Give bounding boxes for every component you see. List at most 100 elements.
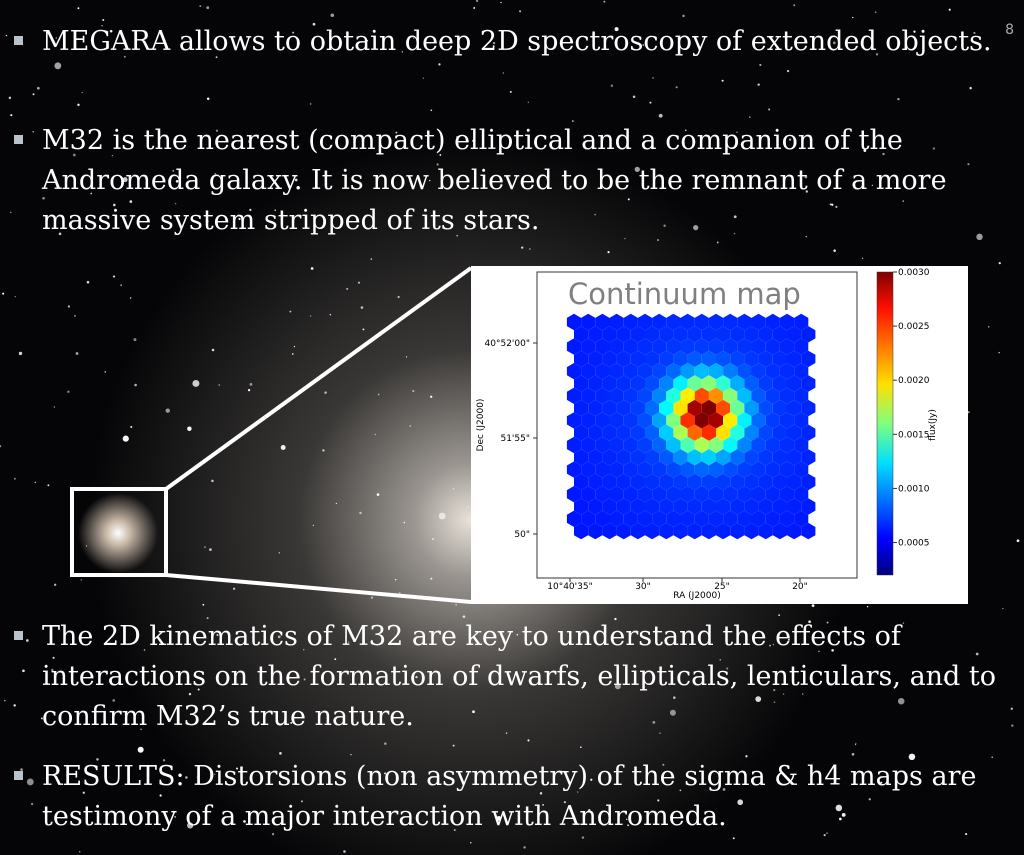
hex-cell xyxy=(680,363,695,380)
hex-cell xyxy=(765,363,780,380)
star xyxy=(832,41,836,45)
star xyxy=(470,841,472,844)
star xyxy=(787,638,790,641)
star xyxy=(902,200,905,202)
star xyxy=(415,675,418,679)
m32-galaxy xyxy=(78,493,158,573)
hex-cell xyxy=(708,313,724,331)
star xyxy=(1011,724,1014,727)
hex-cell xyxy=(574,473,589,491)
star xyxy=(22,669,25,673)
hex-cell xyxy=(666,486,681,503)
hex-cell xyxy=(730,399,745,417)
star xyxy=(52,656,55,659)
hex-cell xyxy=(588,350,603,368)
hex-cell xyxy=(602,375,617,392)
hex-cell xyxy=(595,387,610,404)
hex-cell xyxy=(751,412,766,429)
hex-cell xyxy=(772,473,787,491)
star xyxy=(377,393,380,396)
star xyxy=(745,755,748,758)
star xyxy=(835,205,838,209)
star xyxy=(235,767,239,770)
hex-cell xyxy=(680,313,695,331)
hex-cell xyxy=(645,522,660,540)
hex-cell xyxy=(758,326,773,343)
hex-cell xyxy=(737,313,752,331)
star xyxy=(500,1,502,4)
star xyxy=(335,502,337,505)
hex-cell xyxy=(609,486,624,503)
hex-cell xyxy=(794,363,809,380)
hex-cell xyxy=(581,313,596,331)
star xyxy=(998,351,1000,354)
star xyxy=(976,233,983,241)
hex-cell xyxy=(801,375,816,392)
star xyxy=(897,97,900,101)
hex-cell xyxy=(765,313,780,331)
star xyxy=(162,759,166,762)
star xyxy=(399,592,401,594)
hex-cell xyxy=(694,313,709,331)
hex-cell xyxy=(751,338,766,355)
hex-cell xyxy=(730,375,745,392)
star xyxy=(96,758,99,761)
hex-cell xyxy=(680,387,695,404)
hex-cell xyxy=(595,338,610,355)
hex-cell xyxy=(616,473,631,491)
hex-cell xyxy=(602,399,617,417)
hex-cell xyxy=(609,363,624,380)
star xyxy=(673,696,676,699)
star xyxy=(823,834,826,837)
hex-cell xyxy=(708,338,724,355)
star xyxy=(1016,539,1020,543)
star xyxy=(716,241,719,244)
hex-cell xyxy=(602,522,617,540)
hex-cell xyxy=(772,449,787,466)
star xyxy=(129,297,132,299)
hex-cell xyxy=(723,436,738,454)
hex-cell xyxy=(758,498,773,515)
star xyxy=(866,605,869,608)
star xyxy=(104,371,107,373)
hex-cell xyxy=(708,387,724,404)
hex-cell xyxy=(680,486,695,503)
colorbar-label: flux(Jy) xyxy=(928,409,938,441)
star xyxy=(215,56,218,59)
hex-cell xyxy=(581,486,596,503)
star xyxy=(455,603,457,606)
star xyxy=(429,180,431,182)
hex-cell xyxy=(687,326,702,343)
y-tick-label: 40°52'00" xyxy=(485,339,530,349)
hex-cell xyxy=(758,522,773,540)
star xyxy=(788,138,792,141)
star xyxy=(855,742,857,744)
hex-cell xyxy=(687,399,702,417)
hex-cell xyxy=(730,326,745,343)
hex-cell xyxy=(574,375,589,392)
star xyxy=(81,91,83,94)
hex-cell xyxy=(637,412,653,429)
hex-cell xyxy=(758,449,773,466)
bullet: The 2D kinematics of M32 are key to unde… xyxy=(14,617,1012,737)
hex-cell xyxy=(787,473,802,491)
star xyxy=(969,86,972,90)
hex-cell xyxy=(801,473,816,491)
star xyxy=(782,693,785,695)
hex-cell xyxy=(737,338,752,355)
star xyxy=(13,477,16,480)
hex-cell xyxy=(787,399,802,417)
star xyxy=(26,778,34,786)
hex-cell xyxy=(765,461,780,478)
hex-cell xyxy=(779,313,795,331)
star xyxy=(370,258,373,260)
star xyxy=(422,77,424,79)
hex-cell xyxy=(694,486,709,503)
hex-cell xyxy=(659,498,674,515)
star xyxy=(211,479,214,483)
x-tick-label: 25" xyxy=(714,582,730,592)
hex-cell xyxy=(687,522,702,540)
star xyxy=(679,789,682,792)
hex-cell xyxy=(730,424,745,441)
star xyxy=(614,617,617,621)
